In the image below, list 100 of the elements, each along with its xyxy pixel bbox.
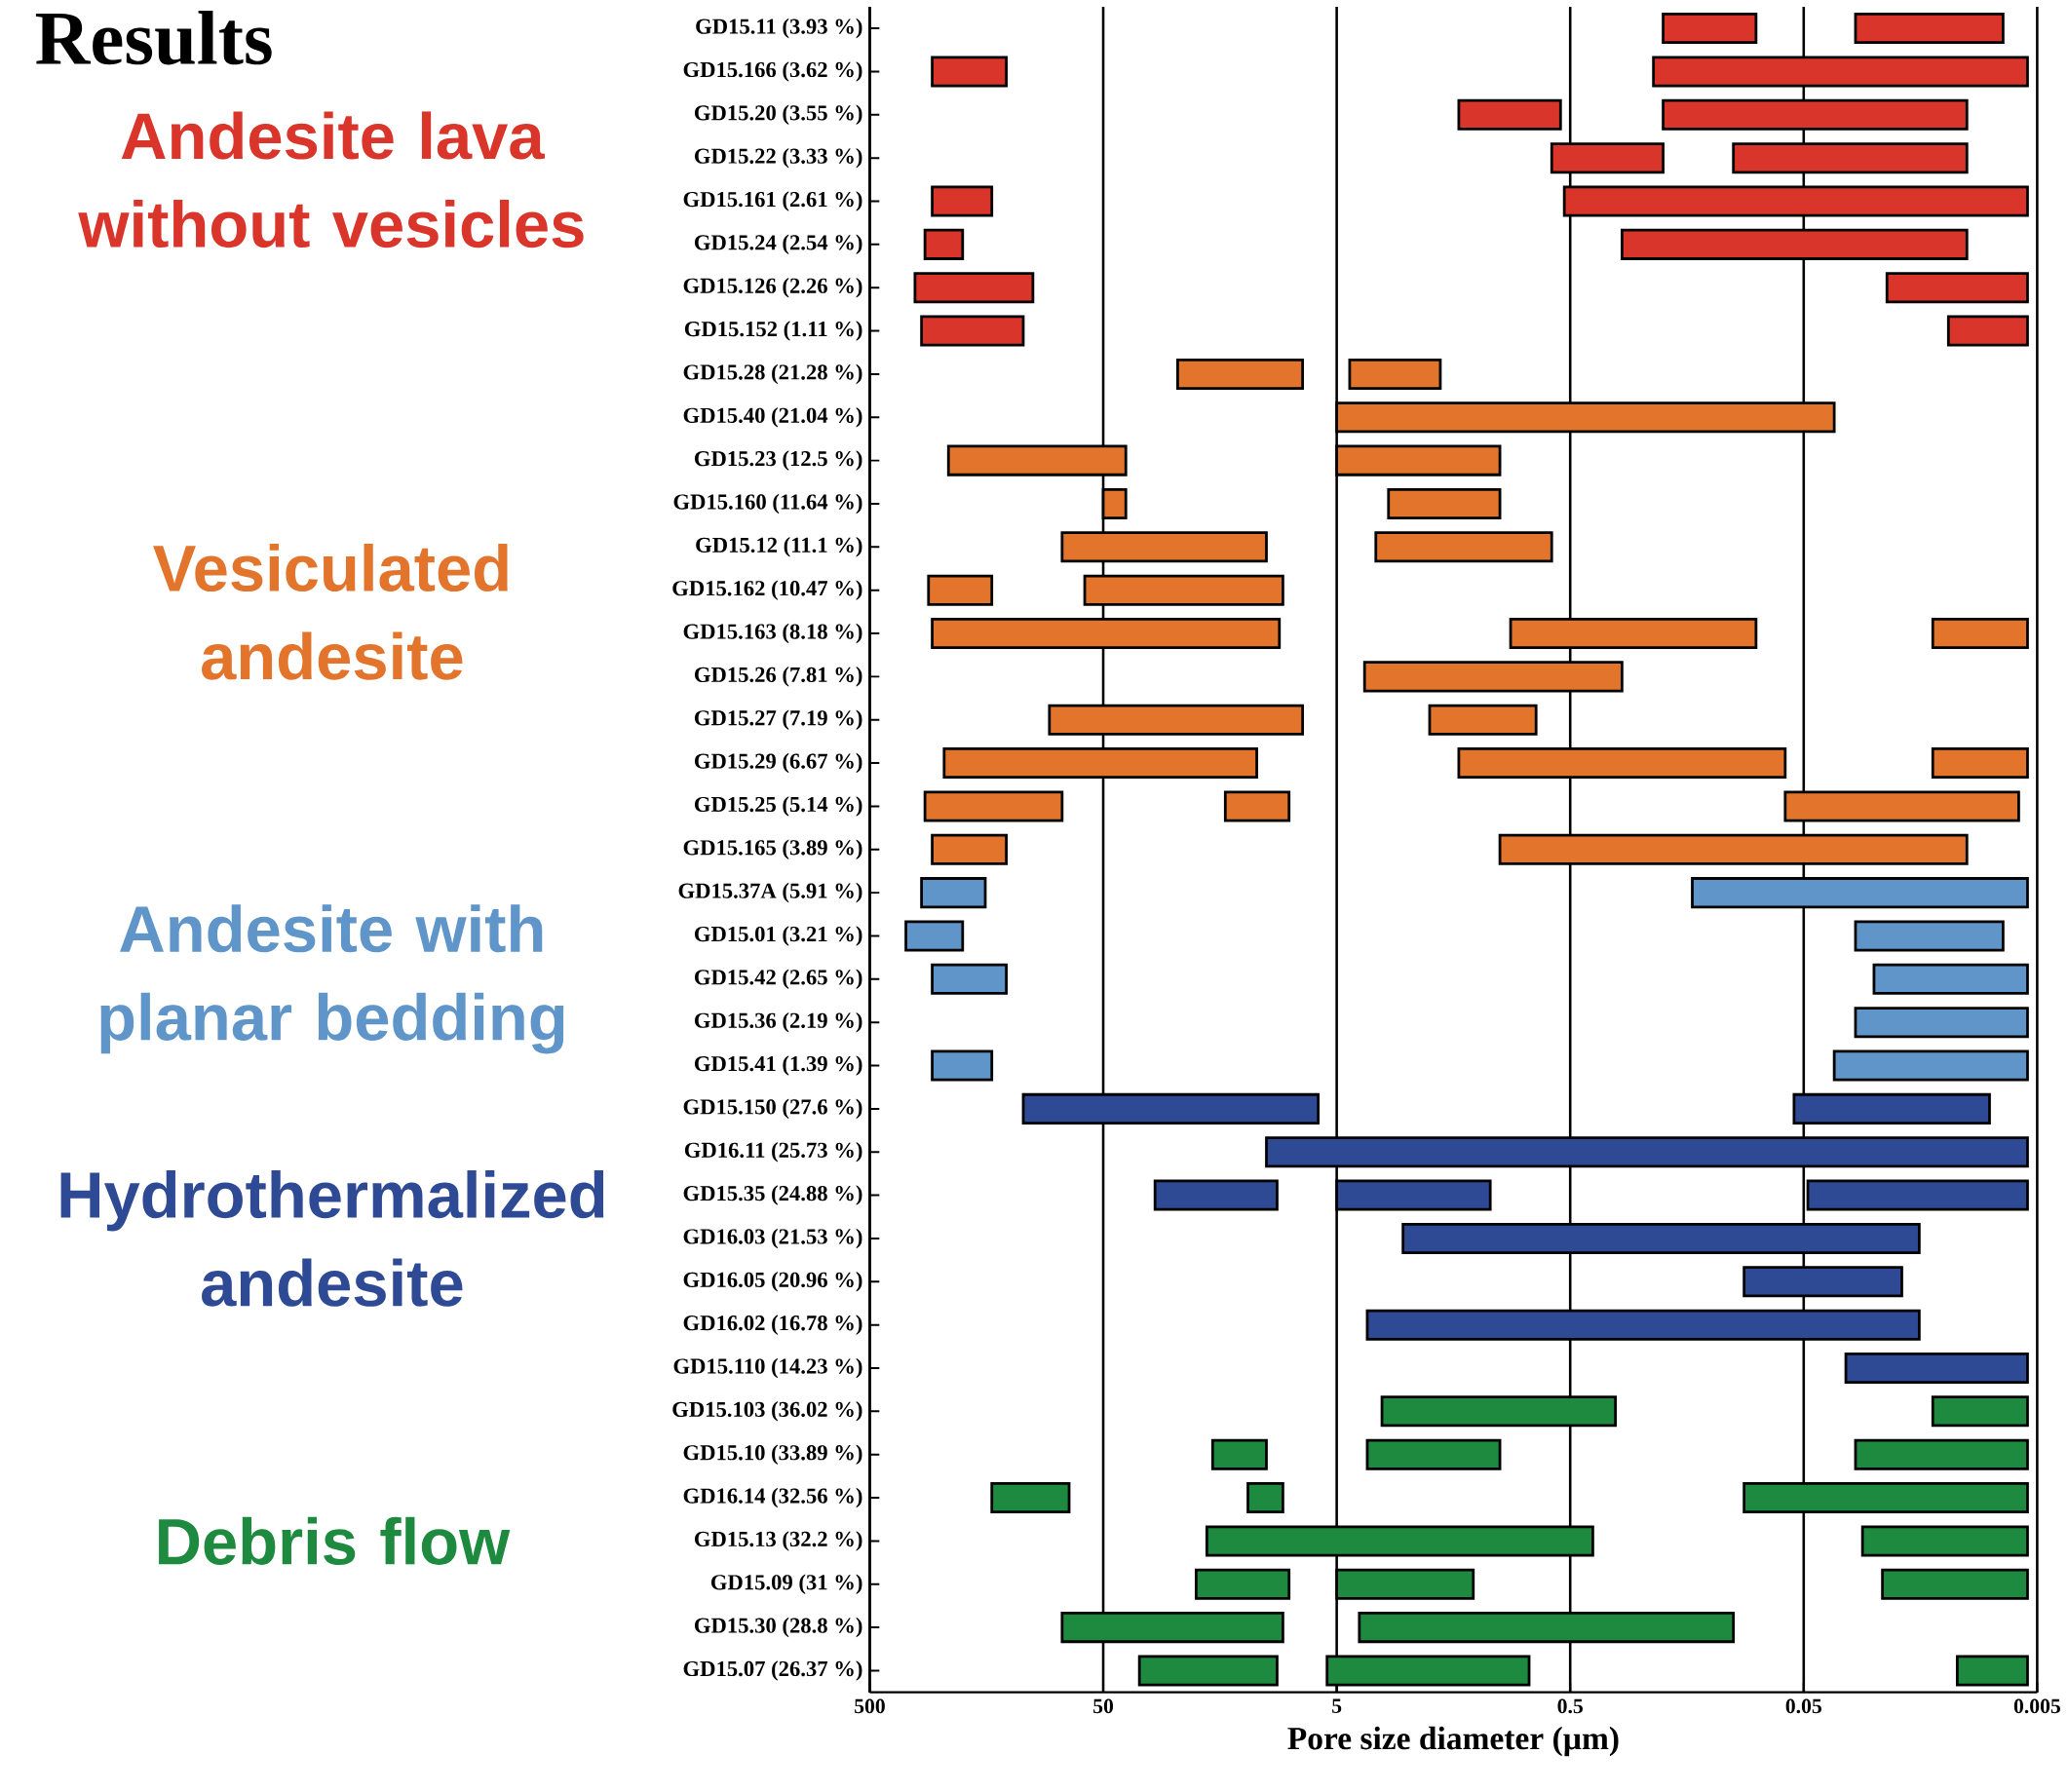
bar [1652, 56, 2029, 88]
y-tick-label: GD15.24 (2.54 %) [694, 234, 862, 254]
bar [1662, 12, 1758, 44]
bar [1854, 12, 2005, 44]
text: Debris flow [159, 1516, 511, 1565]
bar [1335, 444, 1502, 477]
y-tick-label: GD15.25 (5.14 %) [694, 795, 862, 817]
bar [1362, 661, 1624, 693]
bar [1854, 1438, 2029, 1470]
bar [1048, 704, 1305, 736]
bar [1955, 1655, 2029, 1687]
y-tick-label: GD15.42 (2.65 %) [694, 969, 862, 989]
bar [1083, 574, 1284, 606]
y-tick-label: GD15.163 (8.18 %) [683, 623, 862, 644]
y-tick-label: GD15.12 (11.1 %) [696, 536, 862, 557]
bar [923, 790, 1064, 822]
bar [1742, 1266, 1903, 1298]
y-tick-label: GD15.110 (14.23 %) [673, 1357, 862, 1379]
bar [923, 228, 965, 260]
x-tick-label: 0.5 [1557, 1698, 1583, 1714]
y-tick-label: GD15.11 (3.93 %) [696, 18, 862, 39]
y-tick-label: GD15.36 (2.19 %) [694, 1011, 862, 1033]
y-tick-label: GD15.30 (28.8 %) [694, 1617, 862, 1638]
bar [1021, 1092, 1321, 1125]
bar [1885, 271, 2029, 304]
bar [1844, 1352, 2029, 1384]
bar [1872, 963, 2029, 995]
bar [1401, 1222, 1921, 1254]
y-tick-label: GD15.35 (24.88 %) [683, 1185, 862, 1205]
bar [1691, 876, 2029, 908]
y-tick-label: GD15.07 (26.37 %) [683, 1659, 862, 1681]
x-tick-label: 0.05 [1785, 1698, 1821, 1714]
bar [1792, 1092, 1991, 1125]
y-tick-label: GD16.02 (16.78 %) [683, 1315, 862, 1335]
bar [1498, 833, 1969, 865]
text: Andesite with planar bedding [100, 903, 564, 1054]
y-tick-label: GD15.27 (7.19 %) [694, 709, 862, 730]
bar [1509, 617, 1758, 649]
bar [1365, 1309, 1921, 1341]
bar [1265, 1136, 2029, 1168]
y-tick-label: GD15.29 (6.67 %) [694, 752, 862, 774]
x-tick-label: 0.005 [2013, 1698, 2060, 1714]
bar [920, 876, 987, 908]
bar [1854, 920, 2005, 952]
bar [1550, 141, 1665, 173]
y-tick-label: GD15.26 (7.81 %) [694, 666, 862, 687]
bar [1620, 228, 1969, 260]
y-tick-label: GD15.20 (3.55 %) [694, 104, 862, 125]
bar [1176, 358, 1305, 390]
y-tick-label: GD15.41 (1.39 %) [694, 1055, 862, 1076]
bar [1832, 1049, 2029, 1082]
bar [1732, 141, 1969, 173]
x-axis-title: Pore size diameter (µm) [1287, 1726, 1619, 1756]
y-tick-label: GD15.10 (33.89 %) [683, 1444, 862, 1465]
y-tick-label: GD15.152 (1.11 %) [684, 321, 862, 341]
bar [1101, 487, 1128, 519]
bar [931, 617, 1282, 649]
bar [1806, 1179, 2029, 1211]
bar [1946, 315, 2029, 347]
bar [1348, 358, 1442, 390]
y-tick-label: GD15.23 (12.5 %) [694, 450, 862, 471]
y-tick-label: GD16.05 (20.96 %) [683, 1271, 862, 1292]
bar [913, 271, 1035, 304]
y-tick-label: GD15.22 (3.33 %) [694, 147, 862, 169]
text: Results [35, 10, 272, 65]
bar [1562, 185, 2029, 217]
bar [931, 833, 1008, 865]
text: Vesiculated andesite [153, 543, 508, 680]
bar [1223, 790, 1291, 822]
y-tick-label: GD15.161 (2.61 %) [683, 191, 862, 211]
text: Andesite lava without vesicles [78, 111, 584, 248]
y-tick-label: GD15.01 (3.21 %) [694, 926, 862, 946]
text: Hydrothermalized andesite [60, 1169, 604, 1307]
bar [1662, 98, 1969, 131]
y-tick-label: GD15.40 (21.04 %) [683, 406, 862, 428]
y-tick-label: GD15.160 (11.64 %) [673, 493, 862, 515]
bar [942, 746, 1258, 779]
x-tick-label: 500 [855, 1698, 885, 1714]
y-tick-label: GD15.103 (36.02 %) [672, 1400, 862, 1422]
y-tick-label: GD15.165 (3.89 %) [683, 839, 862, 859]
y-tick-label: GD15.150 (27.6 %) [683, 1098, 862, 1119]
x-tick-label: 5 [1332, 1698, 1342, 1713]
x-tick-label: 50 [1093, 1698, 1114, 1714]
bar [931, 1049, 994, 1082]
bar [1335, 1179, 1492, 1211]
y-tick-label: GD15.126 (2.26 %) [683, 277, 862, 298]
y-tick-label: GD15.166 (3.62 %) [683, 60, 862, 82]
y-tick-label: GD15.09 (31 %) [710, 1574, 862, 1594]
bar [946, 444, 1128, 477]
y-tick-label: GD16.11 (25.73 %) [684, 1141, 862, 1163]
bar [920, 315, 1025, 347]
bar [904, 920, 965, 952]
bar [927, 574, 994, 606]
bar [1060, 531, 1268, 563]
bar [1457, 746, 1787, 779]
y-tick-label: GD15.162 (10.47 %) [672, 580, 862, 600]
bar [1335, 401, 1836, 434]
bar [1881, 1568, 2029, 1600]
bar [931, 963, 1008, 995]
bar [1742, 1481, 2029, 1513]
